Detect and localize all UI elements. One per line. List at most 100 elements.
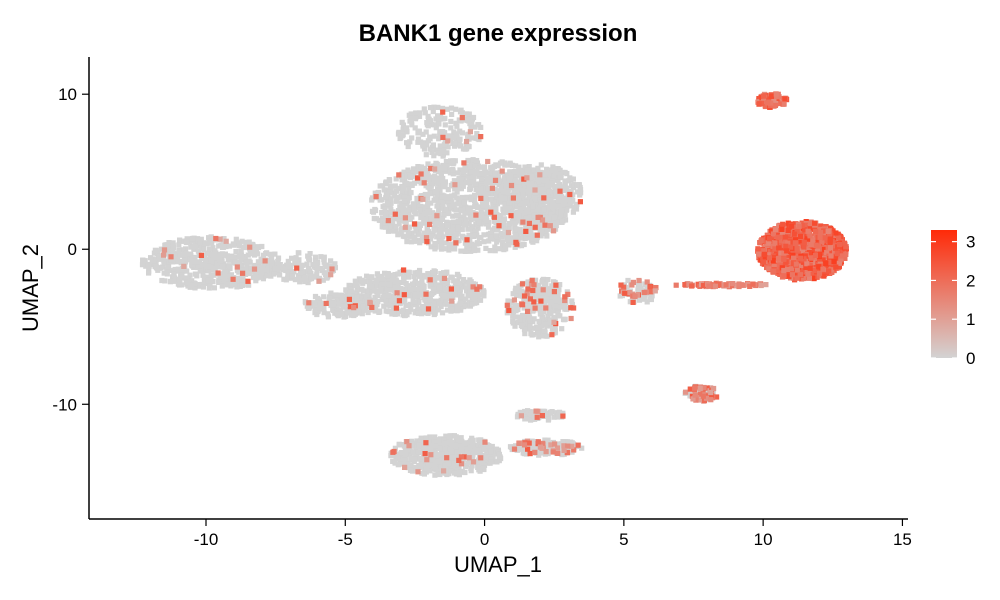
cell-point <box>456 237 462 243</box>
cell-point <box>532 190 538 196</box>
cell-point <box>381 187 387 193</box>
cell-point <box>523 183 529 189</box>
cell-point <box>468 123 474 129</box>
cell-point <box>435 104 441 110</box>
cell-point <box>220 240 226 246</box>
cell-point <box>515 303 521 309</box>
cell-point <box>491 163 497 169</box>
cell-point <box>438 169 444 175</box>
cell-point <box>477 468 483 474</box>
cell-point <box>447 433 453 439</box>
cell-point <box>204 241 210 247</box>
cell-point <box>304 261 310 267</box>
cell-point <box>469 463 475 469</box>
cell-point <box>462 248 468 254</box>
cell-point <box>364 300 370 306</box>
cell-point <box>161 260 167 266</box>
cell-point <box>454 305 461 311</box>
cell-point <box>508 213 514 219</box>
cell-point <box>463 180 470 186</box>
cell-point <box>617 293 623 299</box>
cell-point <box>391 309 397 315</box>
cell-point <box>531 212 538 219</box>
cell-point <box>365 309 371 316</box>
cell-point <box>239 278 245 284</box>
cell-point <box>372 206 378 213</box>
cell-point <box>478 124 484 130</box>
cell-point <box>373 277 379 283</box>
cell-point <box>442 115 448 121</box>
cell-point <box>466 175 472 181</box>
cell-point <box>460 169 466 175</box>
cell-point <box>451 278 457 284</box>
cell-point <box>405 289 411 295</box>
cell-point <box>472 162 478 169</box>
cell-point <box>551 228 557 234</box>
cell-point <box>559 185 565 191</box>
cell-point <box>234 264 240 270</box>
cell-point <box>435 113 441 119</box>
cell-point <box>453 213 459 219</box>
cell-point <box>162 278 168 284</box>
cell-point <box>465 157 471 164</box>
cell-point <box>461 222 467 228</box>
cell-point <box>404 312 410 318</box>
cell-point <box>370 280 376 287</box>
cell-point <box>451 470 457 476</box>
cell-point <box>431 122 437 128</box>
cell-point <box>504 236 510 242</box>
cell-point <box>375 293 381 299</box>
cell-point <box>241 267 247 273</box>
cell-point <box>522 164 528 170</box>
cell-point <box>519 281 526 287</box>
cell-point <box>325 311 331 317</box>
cell-point <box>553 282 559 288</box>
cell-point <box>392 193 398 199</box>
cell-point <box>531 282 537 288</box>
cell-point <box>446 460 452 467</box>
cell-point <box>526 220 532 226</box>
cell-point <box>409 239 415 245</box>
cell-point <box>395 462 401 468</box>
cell-point <box>639 296 645 302</box>
cell-point <box>484 207 490 213</box>
cell-point <box>747 283 753 289</box>
cell-point <box>476 292 482 298</box>
cell-point <box>152 247 158 253</box>
cell-point <box>454 189 460 195</box>
cell-point <box>511 201 518 207</box>
cell-point <box>325 314 331 320</box>
cell-point <box>538 298 544 304</box>
cell-point <box>624 284 630 291</box>
cell-point <box>553 303 559 309</box>
cell-point <box>440 109 446 115</box>
cell-point <box>332 261 338 267</box>
cell-point <box>473 212 479 218</box>
cell-point <box>459 115 465 121</box>
cell-point <box>454 449 460 455</box>
cell-point <box>373 283 379 289</box>
cell-point <box>426 274 432 280</box>
cell-point <box>448 468 454 474</box>
cell-point <box>787 254 793 260</box>
cell-point <box>389 294 395 300</box>
cell-point <box>155 267 161 273</box>
cell-point <box>233 236 239 242</box>
cell-point <box>177 252 184 258</box>
cell-point <box>191 255 197 261</box>
cell-point <box>555 412 561 418</box>
cell-point <box>730 281 736 287</box>
cell-point <box>462 296 468 302</box>
cell-point <box>177 237 183 243</box>
cell-point <box>445 187 451 193</box>
cell-point <box>505 189 511 196</box>
cell-point <box>417 273 423 279</box>
cell-point <box>176 277 183 283</box>
cell-point <box>269 264 275 270</box>
cell-point <box>367 278 373 285</box>
cell-point <box>531 220 537 226</box>
cell-point <box>176 242 182 248</box>
cell-point <box>435 275 441 281</box>
cell-point <box>173 256 179 262</box>
cell-point <box>542 222 548 228</box>
